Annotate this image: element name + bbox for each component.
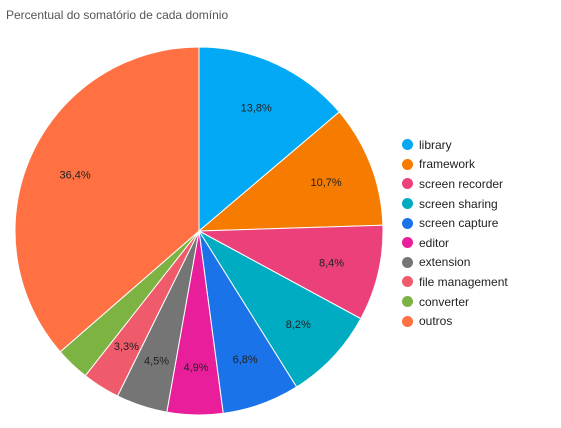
- pie-slice-outros[interactable]: [14, 46, 200, 353]
- legend-item[interactable]: screen sharing: [402, 194, 557, 214]
- legend-label: converter: [419, 294, 470, 309]
- legend-label: editor: [419, 235, 450, 250]
- slice-label: 8,2%: [286, 319, 311, 331]
- legend-item[interactable]: library: [402, 135, 557, 155]
- legend-label: file management: [419, 274, 508, 289]
- legend-swatch: [402, 237, 413, 249]
- slice-label: 8,4%: [319, 257, 344, 269]
- legend-swatch: [402, 139, 413, 151]
- legend-item[interactable]: file management: [402, 272, 557, 292]
- legend-item[interactable]: extension: [402, 253, 557, 273]
- legend-swatch: [402, 158, 413, 170]
- pie-slice-library[interactable]: [198, 46, 340, 233]
- pie-slice-screen-sharing[interactable]: [197, 229, 362, 388]
- slice-label: 6,8%: [233, 354, 258, 366]
- legend-label: library: [419, 137, 452, 152]
- legend-item[interactable]: editor: [402, 233, 557, 253]
- legend-label: screen sharing: [419, 196, 498, 211]
- legend-swatch: [402, 315, 413, 327]
- legend-item[interactable]: screen recorder: [402, 174, 557, 194]
- legend-item[interactable]: converter: [402, 292, 557, 312]
- legend-item[interactable]: framework: [402, 155, 557, 175]
- slice-label: 4,5%: [144, 355, 169, 367]
- slice-label: 3,3%: [114, 341, 139, 353]
- legend-swatch: [402, 178, 413, 190]
- legend-swatch: [402, 296, 413, 308]
- legend-item[interactable]: screen capture: [402, 213, 557, 233]
- slice-label: 4,9%: [183, 362, 208, 374]
- pie-slice-screen-recorder[interactable]: [197, 224, 384, 320]
- slice-label: 36,4%: [59, 170, 90, 182]
- pie-slice-framework[interactable]: [197, 111, 384, 232]
- legend-swatch: [402, 198, 413, 210]
- slice-label: 13,8%: [241, 102, 272, 114]
- legend-label: screen capture: [419, 216, 499, 231]
- legend-label: framework: [419, 157, 476, 172]
- legend-label: screen recorder: [419, 176, 504, 191]
- chart-title: Percentual do somatório de cada domínio: [6, 8, 229, 22]
- legend-item[interactable]: outros: [402, 311, 557, 331]
- legend-swatch: [402, 256, 413, 268]
- legend-swatch: [402, 276, 413, 288]
- slice-label: 10,7%: [310, 177, 341, 189]
- legend-label: extension: [419, 255, 471, 270]
- legend-label: outros: [419, 314, 453, 329]
- legend: library framework screen recorder screen sh…: [402, 135, 557, 331]
- legend-swatch: [402, 217, 413, 229]
